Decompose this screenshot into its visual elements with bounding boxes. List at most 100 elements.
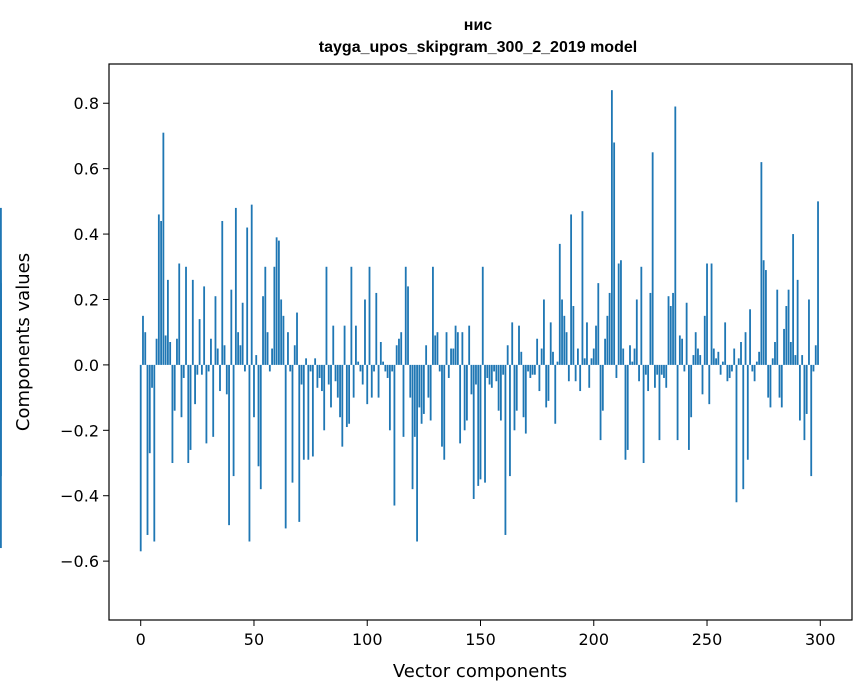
bar-245 bbox=[694, 332, 697, 365]
bar-52 bbox=[257, 364, 260, 467]
bar-111 bbox=[391, 364, 394, 372]
bar-124 bbox=[420, 364, 423, 424]
bar-261 bbox=[731, 364, 733, 372]
bar-149 bbox=[477, 364, 480, 486]
bar-226 bbox=[651, 152, 654, 365]
bar-240 bbox=[683, 364, 686, 372]
bar-107 bbox=[382, 361, 384, 365]
bar-94 bbox=[352, 364, 355, 398]
bar-234 bbox=[669, 306, 672, 365]
bar-25 bbox=[196, 364, 199, 375]
bar-55 bbox=[264, 266, 267, 365]
bar-299 bbox=[817, 201, 819, 365]
bar-15 bbox=[173, 364, 176, 411]
x-tick-label: 100 bbox=[352, 630, 383, 649]
bar-42 bbox=[234, 207, 237, 365]
bar-204 bbox=[601, 364, 604, 411]
chart-title-line2: tayga_upos_skipgram_300_2_2019 model bbox=[319, 39, 637, 56]
bar-256 bbox=[719, 364, 722, 375]
bar-275 bbox=[762, 260, 765, 365]
bar-196 bbox=[583, 358, 586, 365]
x-axis-ticks: 0 50 100 150 200 250 300 bbox=[136, 620, 836, 649]
bar-34 bbox=[216, 348, 219, 365]
bar-182 bbox=[552, 351, 554, 365]
bar-102 bbox=[370, 364, 373, 398]
bar-296 bbox=[810, 364, 813, 477]
bar-177 bbox=[540, 348, 543, 365]
bar-283 bbox=[780, 364, 783, 408]
bar-255 bbox=[717, 351, 720, 365]
bar-112 bbox=[393, 364, 396, 506]
bar-227 bbox=[654, 364, 656, 388]
bar-270 bbox=[751, 364, 754, 372]
bar-116 bbox=[402, 364, 405, 437]
bar-218 bbox=[633, 348, 636, 365]
x-axis-label: Vector components bbox=[393, 661, 567, 682]
bar-117 bbox=[404, 266, 407, 365]
bar-86 bbox=[334, 364, 337, 382]
bar-106 bbox=[379, 342, 382, 365]
bar-92 bbox=[348, 364, 351, 424]
bar-147 bbox=[472, 364, 475, 499]
bar-295 bbox=[808, 299, 810, 365]
bar-133 bbox=[441, 364, 443, 447]
bar-216 bbox=[629, 345, 631, 365]
bar-77 bbox=[314, 358, 317, 365]
bar-6 bbox=[153, 364, 156, 542]
bar-130 bbox=[434, 335, 437, 365]
bar-69 bbox=[296, 312, 298, 365]
bar-285 bbox=[785, 306, 788, 365]
bar-64 bbox=[284, 364, 287, 529]
bar-17 bbox=[178, 263, 181, 365]
bar-62 bbox=[280, 299, 283, 365]
bar-83 bbox=[327, 364, 330, 385]
bar-145 bbox=[468, 325, 471, 365]
bar-43 bbox=[237, 332, 240, 365]
bar-259 bbox=[726, 364, 729, 382]
bar-212 bbox=[620, 260, 622, 365]
bar-101 bbox=[368, 266, 371, 365]
bar-174 bbox=[533, 364, 536, 375]
bar-192 bbox=[574, 364, 577, 382]
bar-239 bbox=[681, 338, 684, 365]
bar-undefined bbox=[0, 299, 2, 365]
bar-81 bbox=[323, 364, 326, 431]
bar-28 bbox=[203, 286, 206, 365]
x-tick-label: 50 bbox=[244, 630, 264, 649]
bar-78 bbox=[316, 364, 319, 388]
bar-80 bbox=[321, 364, 323, 392]
bar-176 bbox=[538, 364, 541, 392]
bar-138 bbox=[452, 348, 455, 365]
bar-232 bbox=[665, 364, 668, 388]
bar-58 bbox=[271, 348, 273, 365]
bar-203 bbox=[599, 364, 602, 441]
x-tick-label: 300 bbox=[805, 630, 836, 649]
bar-184 bbox=[556, 361, 559, 365]
bar-179 bbox=[545, 364, 548, 408]
bar-56 bbox=[266, 332, 269, 365]
bar-170 bbox=[524, 364, 527, 434]
bar-154 bbox=[488, 364, 491, 385]
bar-108 bbox=[384, 364, 387, 372]
bar-5 bbox=[151, 364, 153, 388]
bar-247 bbox=[699, 355, 702, 365]
bar-206 bbox=[606, 315, 609, 365]
bar-159 bbox=[499, 364, 502, 421]
bar-289 bbox=[794, 355, 797, 365]
bar-167 bbox=[518, 325, 520, 365]
bar-263 bbox=[735, 364, 738, 503]
y-tick-label: 0.0 bbox=[74, 356, 99, 375]
bar-undefined bbox=[0, 345, 2, 365]
bar-187 bbox=[563, 315, 566, 365]
bar-281 bbox=[776, 289, 779, 365]
bar-183 bbox=[554, 364, 557, 424]
bar-104 bbox=[375, 292, 378, 365]
bar-278 bbox=[769, 364, 772, 408]
bar-33 bbox=[214, 296, 217, 365]
bar-291 bbox=[798, 364, 801, 421]
bar-194 bbox=[579, 364, 582, 392]
bar-190 bbox=[570, 214, 573, 365]
bar-37 bbox=[223, 345, 226, 365]
bar-48 bbox=[248, 364, 251, 542]
